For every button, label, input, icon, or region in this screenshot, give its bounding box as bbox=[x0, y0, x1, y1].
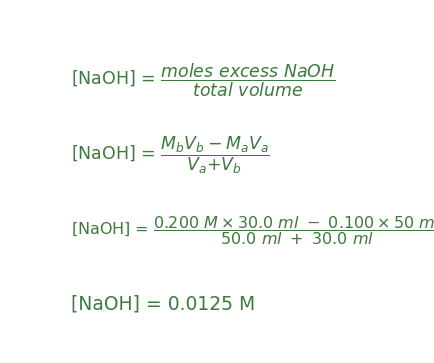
Text: [NaOH] = $\dfrac{M_bV_b - M_aV_a}{V_a{+}V_b}$: [NaOH] = $\dfrac{M_bV_b - M_aV_a}{V_a{+}… bbox=[71, 135, 270, 176]
Text: [NaOH] = $\dfrac{0.200\ M \times 30.0\ ml\ -\ 0.100 \times 50\ ml}{50.0\ ml\ +\ : [NaOH] = $\dfrac{0.200\ M \times 30.0\ m… bbox=[71, 214, 434, 247]
Text: [NaOH] = 0.0125 M: [NaOH] = 0.0125 M bbox=[71, 294, 255, 313]
Text: [NaOH] = $\dfrac{\mathit{moles\ excess\ NaOH}}{\mathit{total\ volume}}$: [NaOH] = $\dfrac{\mathit{moles\ excess\ … bbox=[71, 61, 336, 99]
